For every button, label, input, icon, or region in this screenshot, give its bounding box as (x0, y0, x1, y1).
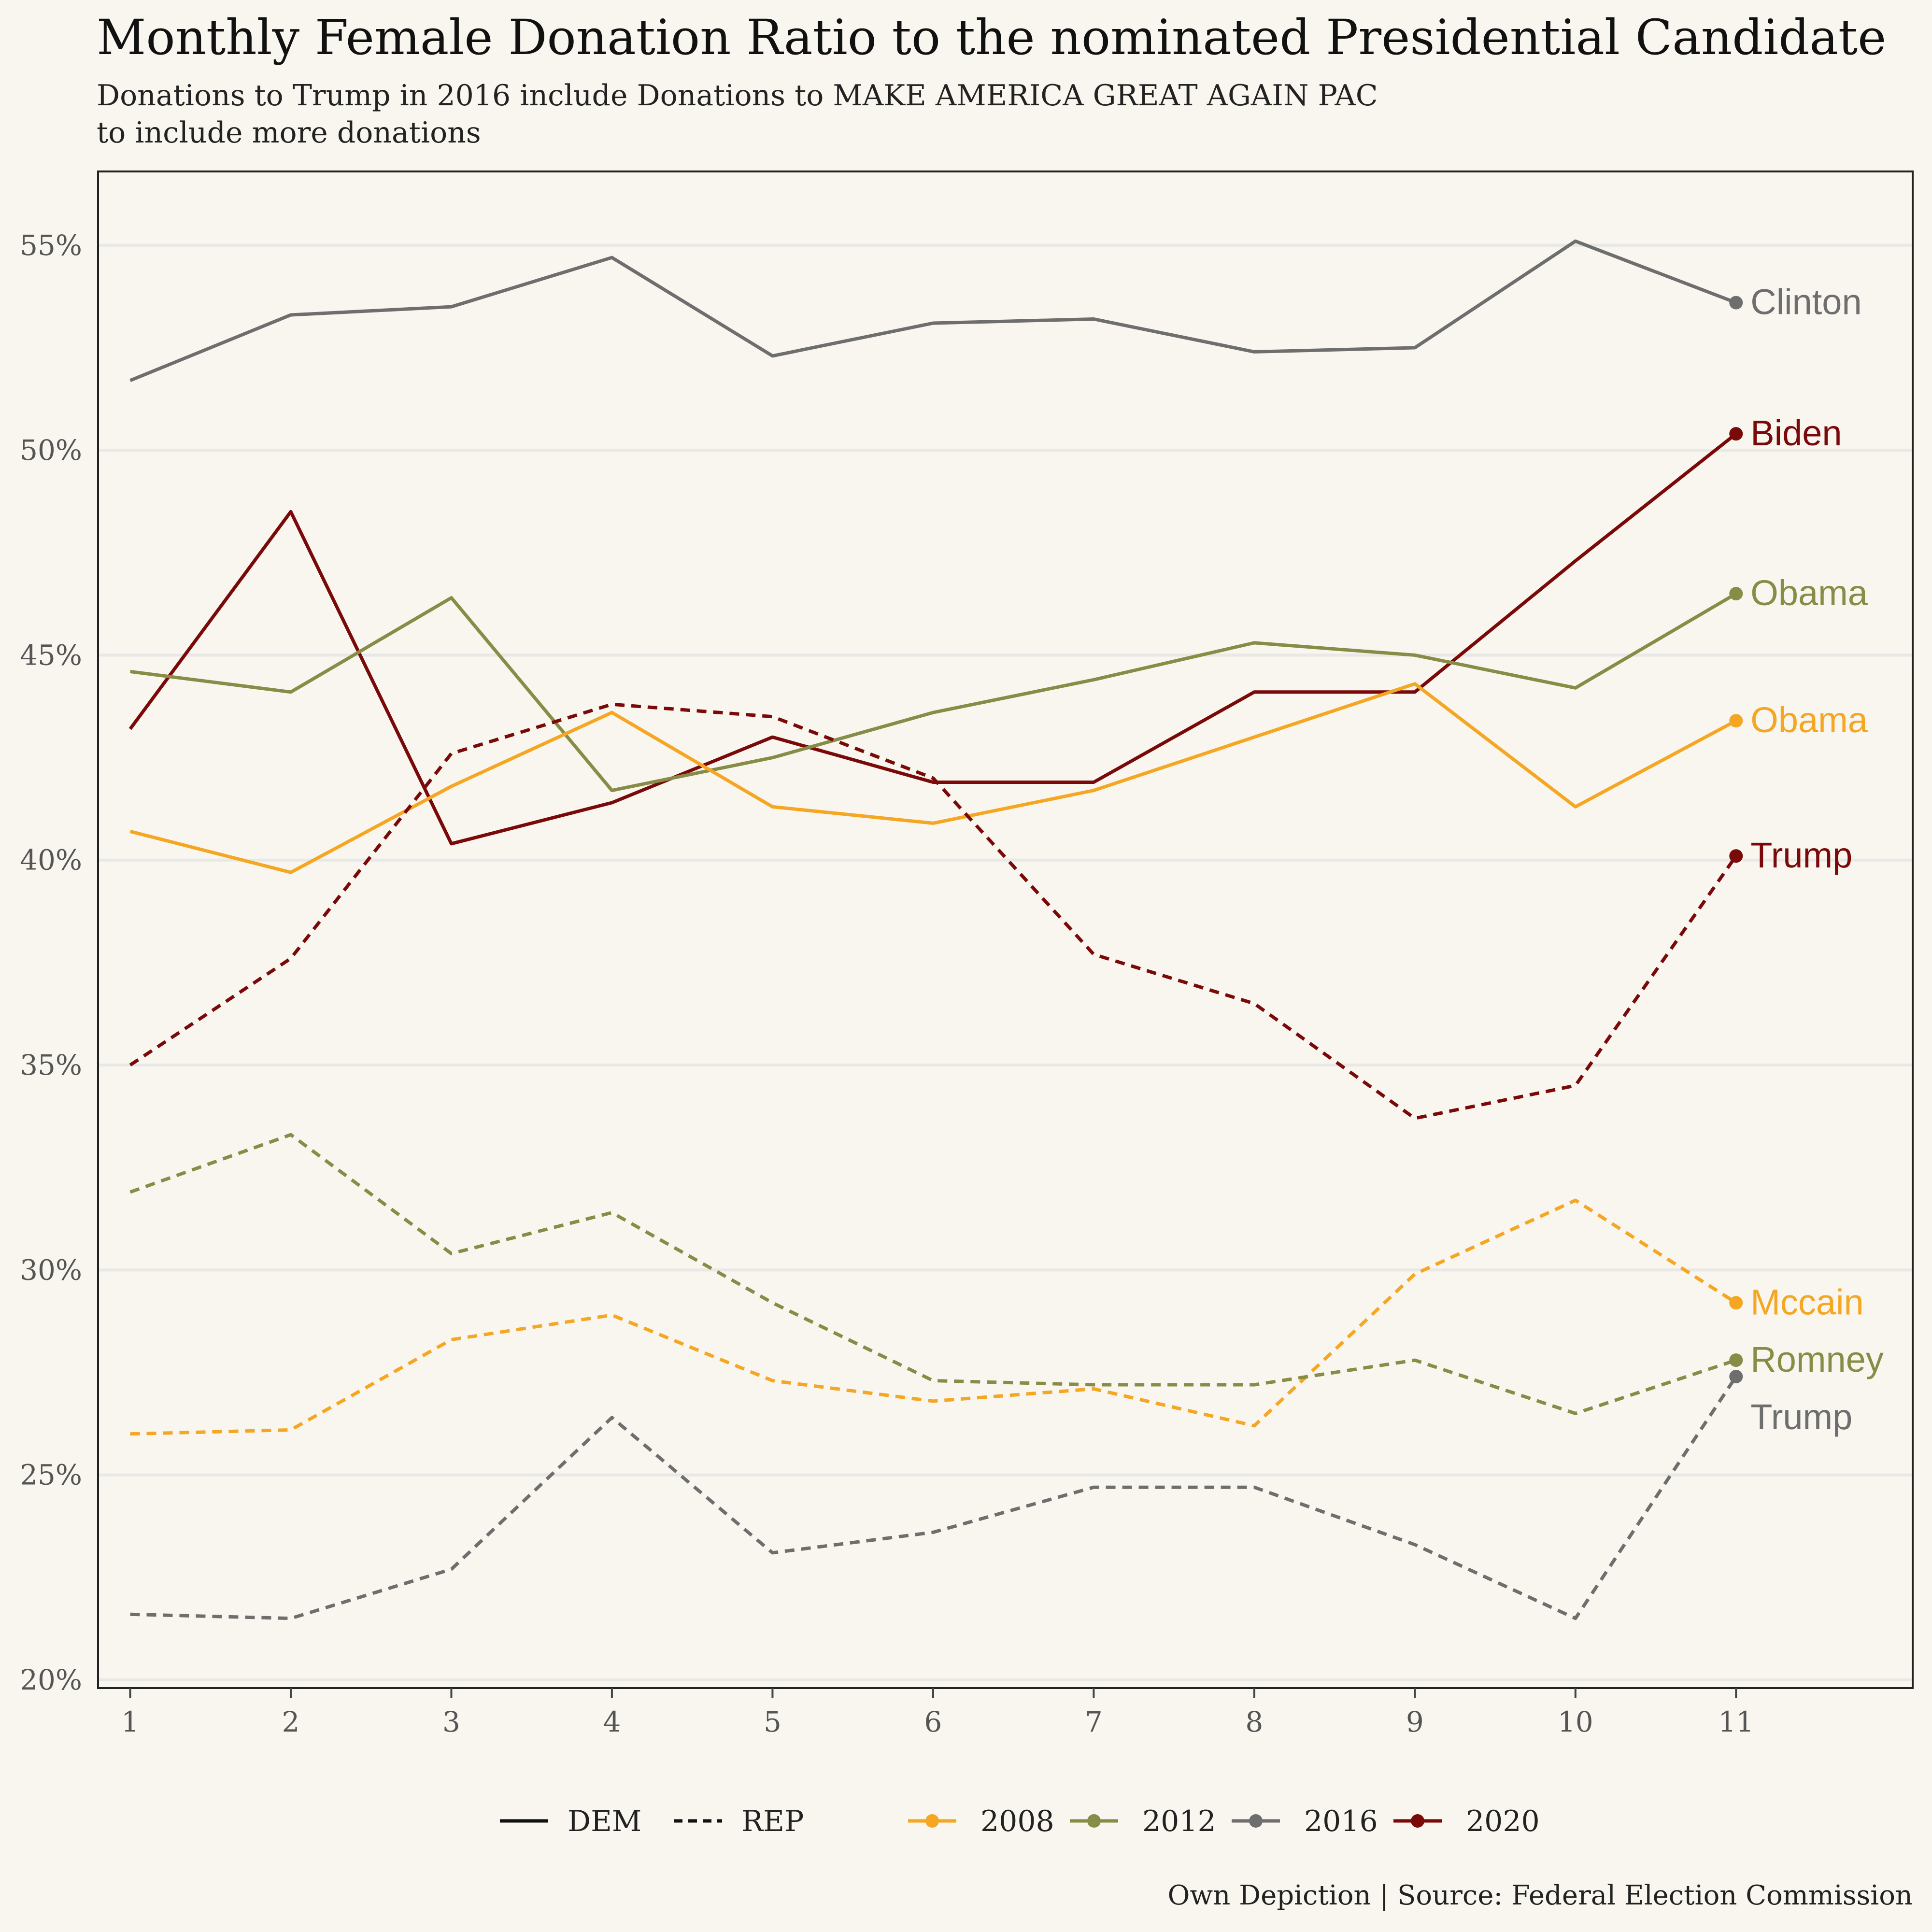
axes: 20% 25% 30% 35% 40% 45% 50% 55% 1 2 3 4 5 6 7 8 9 10 11 (20, 170, 1914, 1738)
chart-title: Monthly Female Donation Ratio to the nom… (97, 9, 1886, 66)
series-line-2016-dem (129, 239, 1737, 383)
series-end-label: Biden (1750, 413, 1842, 453)
series-end-point (1729, 714, 1743, 728)
chart-subtitle-line1: Donations to Trump in 2016 include Donat… (97, 79, 1378, 113)
x-tick-label: 6 (924, 1705, 942, 1738)
legend-color-marker (1087, 1814, 1101, 1828)
legend-color-marker (925, 1814, 939, 1828)
x-tick-label: 3 (442, 1705, 460, 1738)
legend-color-label: 2008 (980, 1804, 1054, 1838)
y-tick-label: 45% (20, 639, 82, 671)
legend-color-marker (1411, 1814, 1424, 1828)
legend-color-marker (1249, 1814, 1263, 1828)
series-line-2008-rep (130, 1198, 1737, 1436)
legend-linetype-label: DEM (568, 1804, 641, 1838)
x-tick-label: 5 (764, 1705, 781, 1738)
series-end-label: Obama (1750, 700, 1868, 740)
y-tick-label: 40% (20, 844, 82, 877)
y-tick-label: 50% (20, 434, 82, 467)
legend-color-label: 2012 (1142, 1804, 1216, 1838)
series-end-label: Romney (1750, 1339, 1884, 1379)
series-end-point (1729, 296, 1743, 310)
series-end-point (1729, 1370, 1743, 1384)
y-tick-label: 55% (20, 229, 82, 262)
chart-caption: Own Depiction | Source: Federal Election… (1167, 1880, 1913, 1911)
series-line-2012-dem (130, 592, 1737, 792)
series-lines (128, 239, 1743, 1620)
series-line-2020-rep (129, 702, 1738, 1120)
y-tick-label: 35% (20, 1049, 82, 1081)
series-end-label: Obama (1750, 573, 1868, 613)
x-tick-label: 2 (282, 1705, 300, 1738)
x-tick-label: 1 (121, 1705, 139, 1738)
legend-color-label: 2016 (1304, 1804, 1378, 1838)
series-end-point (1729, 1296, 1743, 1310)
x-tick-label: 10 (1558, 1705, 1593, 1738)
x-tick-label: 9 (1406, 1705, 1424, 1738)
series-end-point (1729, 849, 1743, 863)
legend: DEM REP 2008 2012 2016 2020 (500, 1804, 1540, 1838)
x-tick-label: 7 (1085, 1705, 1103, 1738)
series-end-label: Mccain (1750, 1282, 1863, 1322)
plot-border (97, 170, 1914, 1689)
y-tick-label: 20% (20, 1663, 82, 1696)
series-line-2012-rep (129, 1133, 1737, 1415)
y-tick-label: 25% (20, 1459, 82, 1492)
grid-lines (98, 243, 1913, 1682)
series-line-2020-dem (128, 432, 1737, 846)
legend-linetype-label: REP (741, 1804, 804, 1838)
y-tick-label: 30% (20, 1253, 82, 1286)
series-end-point (1729, 1353, 1743, 1367)
x-tick-label: 11 (1718, 1705, 1754, 1738)
series-line-2008-dem (129, 682, 1737, 874)
legend-color-label: 2020 (1466, 1804, 1540, 1838)
chart-subtitle-line2: to include more donations (97, 116, 481, 150)
x-tick-label: 8 (1245, 1705, 1263, 1738)
series-end-label: Clinton (1750, 282, 1861, 322)
series-end-point (1729, 427, 1743, 441)
series-end-label: Trump (1750, 1397, 1852, 1437)
series-end-label: Trump (1750, 835, 1852, 875)
x-tick-label: 4 (603, 1705, 621, 1738)
series-end-point (1729, 587, 1743, 601)
end-labels: Clinton Biden Obama Obama Trump Mccain Romney T… (1750, 282, 1884, 1437)
series-line-2016-rep (130, 1376, 1738, 1620)
